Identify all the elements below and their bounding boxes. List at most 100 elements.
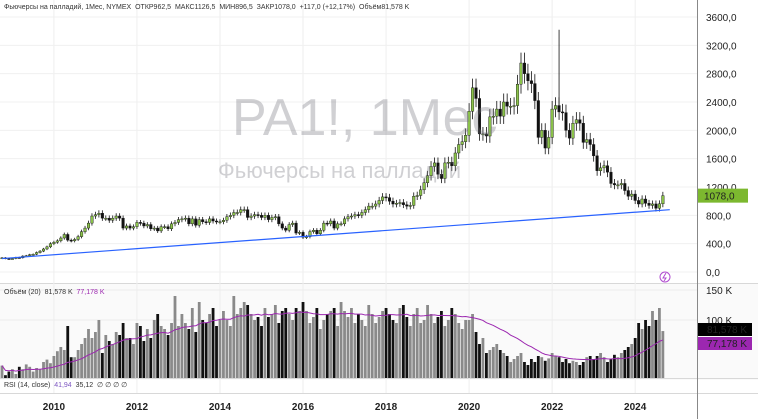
candle	[138, 219, 142, 226]
volume-bar	[149, 338, 153, 378]
volume-bar	[574, 362, 578, 378]
volume-bar	[619, 353, 623, 378]
candle-body	[114, 215, 118, 219]
volume-bar	[644, 320, 647, 378]
volume-value: 81,578 K	[44, 289, 73, 296]
watermark-symbol: PA1!, 1Мес	[232, 89, 498, 147]
candle-body	[263, 215, 267, 218]
volume-bar	[21, 369, 25, 378]
candle-body	[315, 230, 319, 234]
candle-body	[291, 222, 295, 225]
legend-high: МАКС1126,5	[174, 4, 216, 11]
candle	[284, 225, 288, 233]
candle-body	[221, 220, 225, 222]
candle-body	[516, 84, 520, 106]
candle-body	[637, 200, 641, 205]
candle-body	[159, 226, 163, 232]
volume-bar	[443, 326, 447, 378]
candle-body	[367, 205, 371, 210]
volume-bar	[450, 308, 454, 378]
volume-bar	[73, 357, 77, 378]
candle	[266, 212, 270, 223]
volume-bar	[125, 338, 128, 378]
candle	[381, 193, 385, 205]
candle-body	[405, 204, 409, 207]
candle	[547, 130, 551, 155]
candle-body	[183, 217, 187, 220]
candle	[374, 200, 378, 210]
candle	[343, 216, 347, 227]
legend-title: Фьючерсы на палладий, 1Мес, NYMEX	[4, 4, 132, 11]
volume-bar	[0, 365, 4, 378]
candle-body	[619, 183, 623, 186]
candle-body	[249, 215, 253, 218]
volume-bar	[222, 311, 225, 378]
candle	[142, 220, 146, 229]
price-tick-label: 800,0	[706, 211, 731, 222]
volume-bar	[623, 350, 627, 378]
candle-body	[550, 108, 554, 138]
volume-bar	[547, 358, 551, 378]
candle-body	[97, 213, 101, 215]
volume-bar	[602, 357, 606, 378]
volume-bar	[329, 311, 333, 378]
volume-bar	[446, 320, 450, 378]
candle	[48, 242, 52, 249]
candle-body	[543, 130, 547, 149]
candle	[529, 71, 533, 94]
volume-bar	[246, 305, 250, 378]
price-tick-label: 3200,0	[706, 41, 737, 52]
volume-ma-line	[1, 311, 664, 372]
volume-bar	[613, 354, 616, 378]
candle-body	[59, 237, 63, 242]
candle-body	[190, 218, 194, 225]
candle-body	[138, 222, 142, 224]
candle-body	[657, 203, 661, 209]
volume-bar	[519, 353, 523, 378]
volume-value-badge	[698, 323, 752, 336]
candle-body	[294, 222, 298, 234]
volume-bar	[429, 314, 433, 378]
lightning-icon-glyph	[662, 272, 667, 282]
candle	[592, 138, 596, 162]
volume-bar	[633, 338, 637, 378]
candle	[107, 215, 111, 223]
volume-bar	[31, 371, 35, 378]
candle	[536, 92, 540, 145]
candle-body	[239, 209, 243, 213]
volume-bar	[440, 311, 443, 378]
candle	[135, 219, 139, 229]
volume-bar	[80, 344, 83, 378]
candle-body	[284, 227, 288, 231]
rsi-rest: ∅ ∅ ∅ ∅	[97, 382, 128, 389]
volume-bar	[10, 369, 14, 378]
volume-bar	[187, 329, 191, 378]
volume-bar	[232, 296, 236, 378]
candle	[329, 218, 333, 227]
volume-bar	[76, 350, 80, 378]
candle-body	[152, 227, 156, 230]
volume-bar	[495, 344, 499, 378]
candle	[578, 112, 582, 131]
candle	[471, 78, 475, 120]
candle-body	[215, 220, 219, 223]
volume-bar	[277, 323, 281, 378]
candle-body	[644, 198, 648, 204]
volume-bar	[94, 332, 97, 378]
candle-body	[484, 133, 488, 137]
candle-body	[419, 189, 423, 196]
volume-bar	[114, 332, 118, 378]
rsi-value: 41,94	[54, 382, 72, 389]
volume-bar	[637, 323, 641, 378]
candle	[149, 222, 153, 231]
candle	[298, 230, 302, 235]
candle-body	[502, 101, 506, 117]
candle-body	[471, 87, 475, 112]
volume-bar	[384, 308, 388, 378]
main-legend: Фьючерсы на палладий, 1Мес, NYMEX ОТКР96…	[4, 4, 409, 11]
candle	[502, 93, 506, 124]
volume-bar	[453, 314, 457, 378]
candle-body	[325, 222, 329, 225]
candle	[156, 225, 160, 233]
